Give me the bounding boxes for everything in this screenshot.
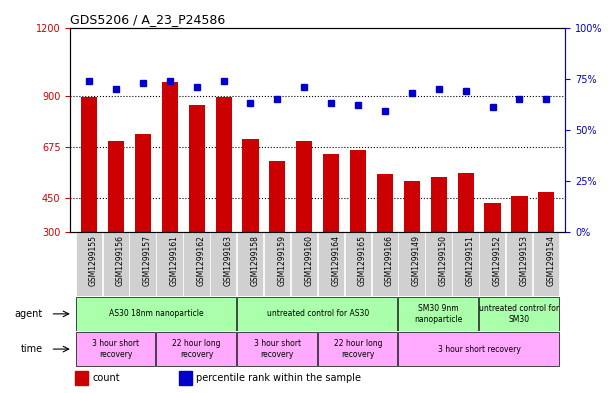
Text: GDS5206 / A_23_P24586: GDS5206 / A_23_P24586 — [70, 13, 225, 26]
Text: GSM1299154: GSM1299154 — [546, 235, 555, 286]
Text: 3 hour short recovery: 3 hour short recovery — [437, 345, 521, 354]
Text: GSM1299151: GSM1299151 — [466, 235, 475, 286]
Text: GSM1299150: GSM1299150 — [439, 235, 448, 286]
Text: GSM1299158: GSM1299158 — [251, 235, 260, 286]
Bar — [162, 82, 178, 232]
Bar — [264, 232, 290, 296]
Bar — [323, 154, 339, 232]
Bar — [318, 232, 344, 296]
Text: SM30 9nm
nanoparticle: SM30 9nm nanoparticle — [415, 304, 463, 323]
Bar — [216, 97, 232, 232]
Text: 22 hour long
recovery: 22 hour long recovery — [334, 340, 382, 359]
Text: GSM1299159: GSM1299159 — [277, 235, 287, 286]
Bar — [237, 232, 263, 296]
Bar — [371, 232, 398, 296]
Text: GSM1299152: GSM1299152 — [492, 235, 502, 286]
Bar — [479, 232, 505, 296]
Bar — [458, 173, 474, 232]
Bar — [318, 332, 397, 366]
Bar — [76, 297, 236, 331]
Text: GSM1299156: GSM1299156 — [116, 235, 125, 286]
Text: GSM1299165: GSM1299165 — [358, 235, 367, 286]
Text: GSM1299161: GSM1299161 — [170, 235, 179, 286]
Bar — [425, 232, 452, 296]
Bar — [479, 297, 558, 331]
Text: untreated control for AS30: untreated control for AS30 — [266, 309, 369, 318]
Bar — [377, 174, 393, 232]
Text: GSM1299164: GSM1299164 — [331, 235, 340, 286]
Text: percentile rank within the sample: percentile rank within the sample — [197, 373, 362, 383]
Text: untreated control for
SM30: untreated control for SM30 — [480, 304, 560, 323]
Bar — [237, 332, 316, 366]
Bar — [296, 141, 312, 232]
Text: agent: agent — [15, 309, 43, 319]
Bar — [103, 232, 129, 296]
Text: GSM1299163: GSM1299163 — [224, 235, 233, 286]
Bar — [404, 181, 420, 232]
Bar — [511, 196, 527, 232]
Bar — [291, 232, 317, 296]
Bar — [75, 371, 87, 385]
Bar — [398, 297, 478, 331]
Text: AS30 18nm nanoparticle: AS30 18nm nanoparticle — [109, 309, 203, 318]
Bar — [189, 105, 205, 232]
Bar — [345, 232, 371, 296]
Bar — [179, 371, 191, 385]
Text: GSM1299153: GSM1299153 — [519, 235, 529, 286]
Bar — [76, 332, 155, 366]
Bar — [156, 232, 183, 296]
Bar — [452, 232, 478, 296]
Text: GSM1299160: GSM1299160 — [304, 235, 313, 286]
Bar — [485, 203, 500, 232]
Bar — [269, 161, 285, 232]
Bar — [506, 232, 532, 296]
Text: GSM1299155: GSM1299155 — [89, 235, 98, 286]
Text: 3 hour short
recovery: 3 hour short recovery — [92, 340, 139, 359]
Text: GSM1299166: GSM1299166 — [385, 235, 394, 286]
Bar — [108, 141, 124, 232]
Text: GSM1299157: GSM1299157 — [143, 235, 152, 286]
Bar — [183, 232, 210, 296]
Text: 22 hour long
recovery: 22 hour long recovery — [172, 340, 221, 359]
Bar — [210, 232, 236, 296]
Bar — [243, 139, 258, 232]
Bar — [237, 297, 397, 331]
Bar — [156, 332, 236, 366]
Text: count: count — [92, 373, 120, 383]
Bar — [76, 232, 102, 296]
Bar — [81, 97, 97, 232]
Text: time: time — [21, 344, 43, 354]
Bar — [135, 134, 151, 232]
Bar — [538, 193, 554, 232]
Bar — [398, 232, 425, 296]
Bar — [350, 151, 366, 232]
Bar — [431, 176, 447, 232]
Text: GSM1299162: GSM1299162 — [197, 235, 206, 286]
Text: GSM1299149: GSM1299149 — [412, 235, 421, 286]
Text: 3 hour short
recovery: 3 hour short recovery — [254, 340, 301, 359]
Bar — [130, 232, 156, 296]
Bar — [398, 332, 558, 366]
Bar — [533, 232, 559, 296]
